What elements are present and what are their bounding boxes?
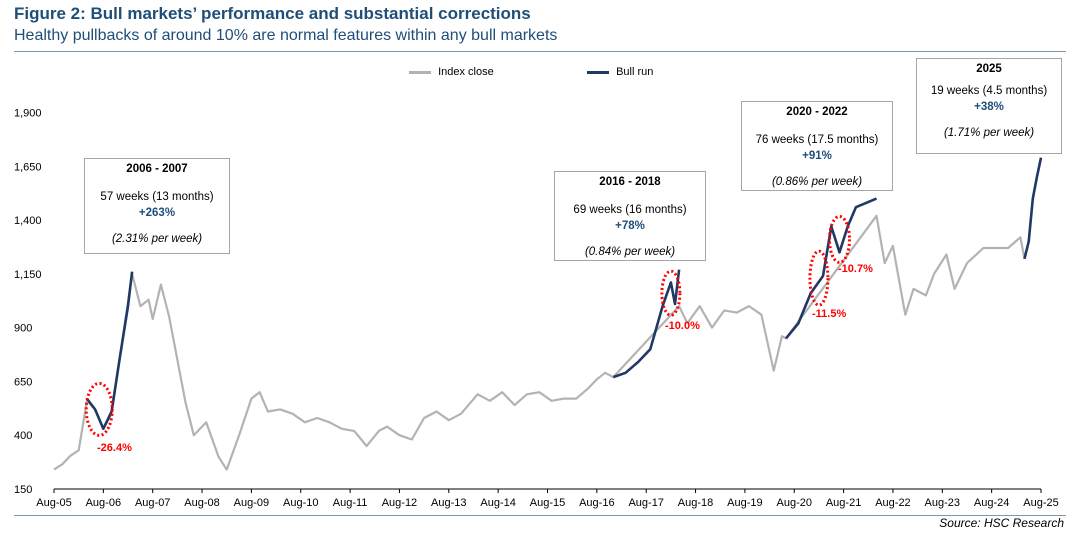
- x-tick-label: Aug-25: [1023, 497, 1058, 509]
- y-tick-label: 1,650: [14, 161, 42, 173]
- legend-item-index-close: Index close: [409, 66, 494, 78]
- x-tick-label: Aug-12: [382, 497, 417, 509]
- annotation-gain: +263%: [138, 207, 176, 219]
- correction-ellipse: [660, 269, 682, 317]
- x-tick-label: Aug-06: [86, 497, 121, 509]
- correction-ellipse: [827, 214, 851, 264]
- bull-run-line: [85, 271, 134, 431]
- x-tick-label: Aug-21: [826, 497, 861, 509]
- correction-ellipse: [808, 249, 830, 307]
- annotation-rate: (1.71% per week): [943, 127, 1035, 139]
- x-tick-label: Aug-09: [234, 497, 269, 509]
- x-tick-label: Aug-13: [431, 497, 466, 509]
- x-tick-label: Aug-07: [135, 497, 170, 509]
- annotation-rate: (2.31% per week): [111, 233, 203, 245]
- figure-subtitle: Healthy pullbacks of around 10% are norm…: [14, 27, 558, 44]
- x-tick-label: Aug-19: [727, 497, 762, 509]
- y-tick-label: 1,400: [14, 215, 42, 227]
- correction-label: -10.7%: [838, 263, 873, 275]
- annotation-title: 2016 - 2018: [599, 176, 661, 188]
- x-tick-label: Aug-24: [974, 497, 1009, 509]
- legend-label-bull-run: Bull run: [616, 66, 654, 78]
- annotation-title: 2025: [976, 63, 1002, 75]
- index-close-line: [53, 214, 1026, 471]
- annotation-box-2020-2022: 2020 - 2022 76 weeks (17.5 months) +91% …: [741, 101, 893, 191]
- annotation-box-2025: 2025 19 weeks (4.5 months) +38% (1.71% p…: [916, 58, 1062, 154]
- x-tick-label: Aug-10: [283, 497, 318, 509]
- y-axis: 150 400 650 900 1,150 1,400 1,650 1,900: [14, 108, 42, 497]
- annotation-box-2006-2007: 2006 - 2007 57 weeks (13 months) +263% (…: [84, 158, 230, 254]
- annotation-duration: 57 weeks (13 months): [100, 191, 214, 203]
- legend-swatch-index-close: [409, 70, 431, 74]
- annotation-gain: +78%: [615, 220, 645, 232]
- correction-label: -11.5%: [812, 308, 846, 320]
- legend-item-bull-run: Bull run: [587, 66, 653, 78]
- y-tick-label: 900: [14, 323, 32, 335]
- source-note: Source: HSC Research: [939, 516, 1064, 530]
- x-tick-label: Aug-08: [184, 497, 219, 509]
- annotation-title: 2020 - 2022: [786, 106, 848, 118]
- annotation-rate: (0.86% per week): [771, 176, 863, 188]
- x-tick-label: Aug-18: [678, 497, 713, 509]
- x-tick-label: Aug-23: [925, 497, 960, 509]
- x-tick-label: Aug-20: [777, 497, 812, 509]
- y-tick-label: 1,900: [14, 108, 42, 120]
- correction-label: -10.0%: [665, 320, 700, 332]
- y-tick-label: 400: [14, 430, 32, 442]
- series-layer: [53, 157, 1043, 471]
- x-tick-label: Aug-14: [480, 497, 515, 509]
- annotation-duration: 19 weeks (4.5 months): [930, 85, 1048, 97]
- x-tick-label: Aug-05: [36, 497, 71, 509]
- bull-run-line: [612, 269, 681, 379]
- top-rule: [14, 51, 1066, 52]
- bull-run-line: [1023, 157, 1043, 260]
- correction-markers: -26.4% -10.0% -11.5% -10.7%: [84, 214, 873, 454]
- x-axis: Aug-05 Aug-06 Aug-07 Aug-08 Aug-09 Aug-10 Aug-…: [36, 488, 1059, 509]
- bull-run-line: [784, 197, 878, 340]
- x-tick-label: Aug-16: [579, 497, 614, 509]
- annotation-box-2016-2018: 2016 - 2018 69 weeks (16 months) +78% (0…: [554, 171, 706, 261]
- correction-label: -26.4%: [97, 442, 132, 454]
- y-tick-label: 650: [14, 376, 32, 388]
- x-tick-label: Aug-22: [875, 497, 910, 509]
- annotation-duration: 76 weeks (17.5 months): [755, 134, 879, 146]
- annotation-gain: +91%: [802, 150, 832, 162]
- annotation-gain: +38%: [974, 101, 1004, 113]
- legend-label-index-close: Index close: [438, 66, 494, 78]
- x-tick-label: Aug-11: [333, 497, 368, 509]
- annotation-duration: 69 weeks (16 months): [573, 204, 687, 216]
- correction-ellipse: [84, 381, 114, 437]
- y-tick-label: 150: [14, 484, 32, 496]
- bottom-rule: [14, 515, 1066, 516]
- x-tick-label: Aug-15: [530, 497, 565, 509]
- y-tick-label: 1,150: [14, 269, 42, 281]
- legend-swatch-bull-run: [587, 70, 609, 74]
- figure-title: Figure 2: Bull markets’ performance and …: [14, 4, 531, 23]
- annotation-rate: (0.84% per week): [584, 246, 676, 258]
- annotation-title: 2006 - 2007: [126, 163, 188, 175]
- x-tick-label: Aug-17: [628, 497, 663, 509]
